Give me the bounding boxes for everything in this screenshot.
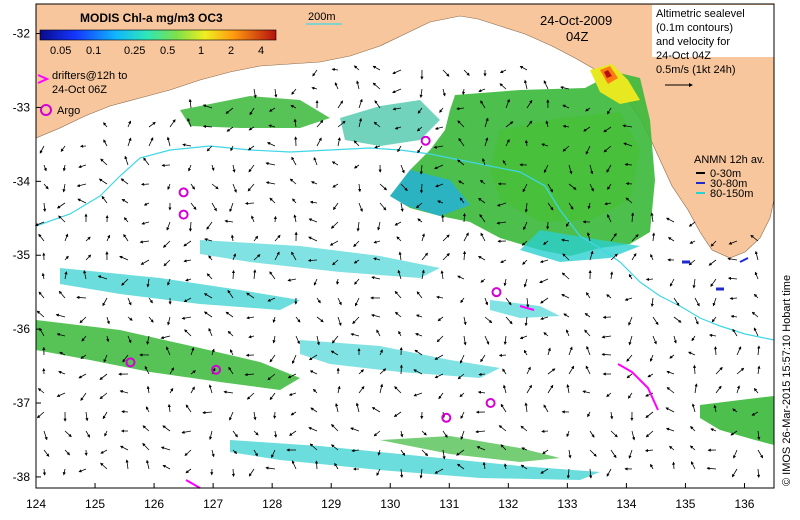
time-label: 04Z [566, 29, 588, 44]
svg-text:24-Oct 06Z: 24-Oct 06Z [52, 84, 107, 96]
argo-floats [125, 135, 502, 423]
x-tick-label: 129 [321, 497, 341, 511]
y-tick-label: -36 [13, 322, 31, 336]
y-tick-label: -33 [13, 100, 31, 114]
credit-text: © IMOS 26-Mar-2015 15:57:10 Hobart time [781, 275, 793, 486]
x-tick-label: 131 [439, 497, 459, 511]
y-tick-label: -34 [13, 174, 31, 188]
argo-float-marker [178, 187, 189, 198]
argo-float-marker [485, 398, 496, 409]
svg-text:and velocity for: and velocity for [656, 36, 730, 48]
svg-text:(0.1m contours): (0.1m contours) [656, 22, 733, 34]
x-tick-label: 132 [498, 497, 518, 511]
svg-text:24-Oct 04Z: 24-Oct 04Z [656, 50, 711, 62]
y-tick-label: -32 [13, 27, 31, 41]
svg-text:Argo: Argo [57, 105, 80, 117]
argo-float-marker [178, 209, 189, 220]
land-mass [35, 3, 775, 259]
svg-text:drifters@12h to: drifters@12h to [52, 70, 127, 82]
x-axis: 124 125 126 127 128 129 130 131 132 133 134 135 136 [26, 483, 755, 511]
y-tick-label: -35 [13, 248, 31, 262]
date-label: 24-Oct-2009 [540, 13, 612, 28]
y-axis: -32 -33 -34 -35 -36 -37 -38 [13, 27, 41, 484]
x-tick-label: 134 [616, 497, 636, 511]
land-east [640, 56, 774, 224]
svg-text:30-80m: 30-80m [710, 178, 747, 190]
colorbar-tick: 4 [258, 45, 264, 57]
colorbar-tick: 2 [228, 45, 234, 57]
colorbar-tick: 1 [198, 45, 204, 57]
colorbar-tick: 0.5 [160, 45, 175, 57]
velocity-vectors [34, 65, 764, 479]
colorbar-title: MODIS Chl-a mg/m3 OC3 [80, 11, 223, 25]
colorbar-tick: 0.25 [124, 45, 145, 57]
x-tick-label: 124 [26, 497, 46, 511]
x-tick-label: 135 [675, 497, 695, 511]
scale-label: 200m [308, 11, 336, 23]
x-tick-label: 125 [85, 497, 105, 511]
plot-frame [35, 3, 775, 489]
argo-float-marker [211, 364, 222, 375]
colorbar-tick: 0.05 [50, 45, 71, 57]
svg-text:Altimetric sealevel: Altimetric sealevel [656, 8, 745, 20]
anmn-legend: ANMN 12h av. 0-30m 30-80m 80-150m [694, 154, 765, 200]
x-tick-label: 127 [203, 497, 223, 511]
x-tick-label: 126 [144, 497, 164, 511]
argo-float-marker [125, 357, 136, 368]
svg-text:ANMN 12h av.: ANMN 12h av. [694, 154, 765, 166]
y-tick-label: -38 [13, 470, 31, 484]
argo-float-marker [441, 412, 452, 423]
colorbar: MODIS Chl-a mg/m3 OC3 0.05 0.1 0.25 0.5 … [39, 11, 277, 57]
svg-text:80-150m: 80-150m [710, 188, 753, 200]
drifter-note: drifters@12h to 24-Oct 06Z [37, 70, 127, 96]
colorbar-tick: 0.1 [86, 45, 101, 57]
y-tick-label: -37 [13, 396, 31, 410]
argo-float-marker [491, 287, 502, 298]
altimetry-note: Altimetric sealevel (0.1m contours) and … [656, 8, 745, 87]
svg-text:0-30m: 0-30m [710, 168, 741, 180]
argo-legend: Argo [40, 104, 80, 117]
x-tick-label: 133 [557, 497, 577, 511]
argo-float-marker [420, 135, 431, 146]
x-tick-label: 136 [734, 497, 754, 511]
x-tick-label: 128 [262, 497, 282, 511]
anmn-moorings [682, 257, 749, 291]
svg-text:0.5m/s (1kt 24h): 0.5m/s (1kt 24h) [656, 64, 735, 76]
drifter-tracks [185, 305, 659, 489]
shelf-contour [35, 145, 775, 341]
x-tick-label: 130 [380, 497, 400, 511]
chlorophyll-field [36, 64, 774, 480]
